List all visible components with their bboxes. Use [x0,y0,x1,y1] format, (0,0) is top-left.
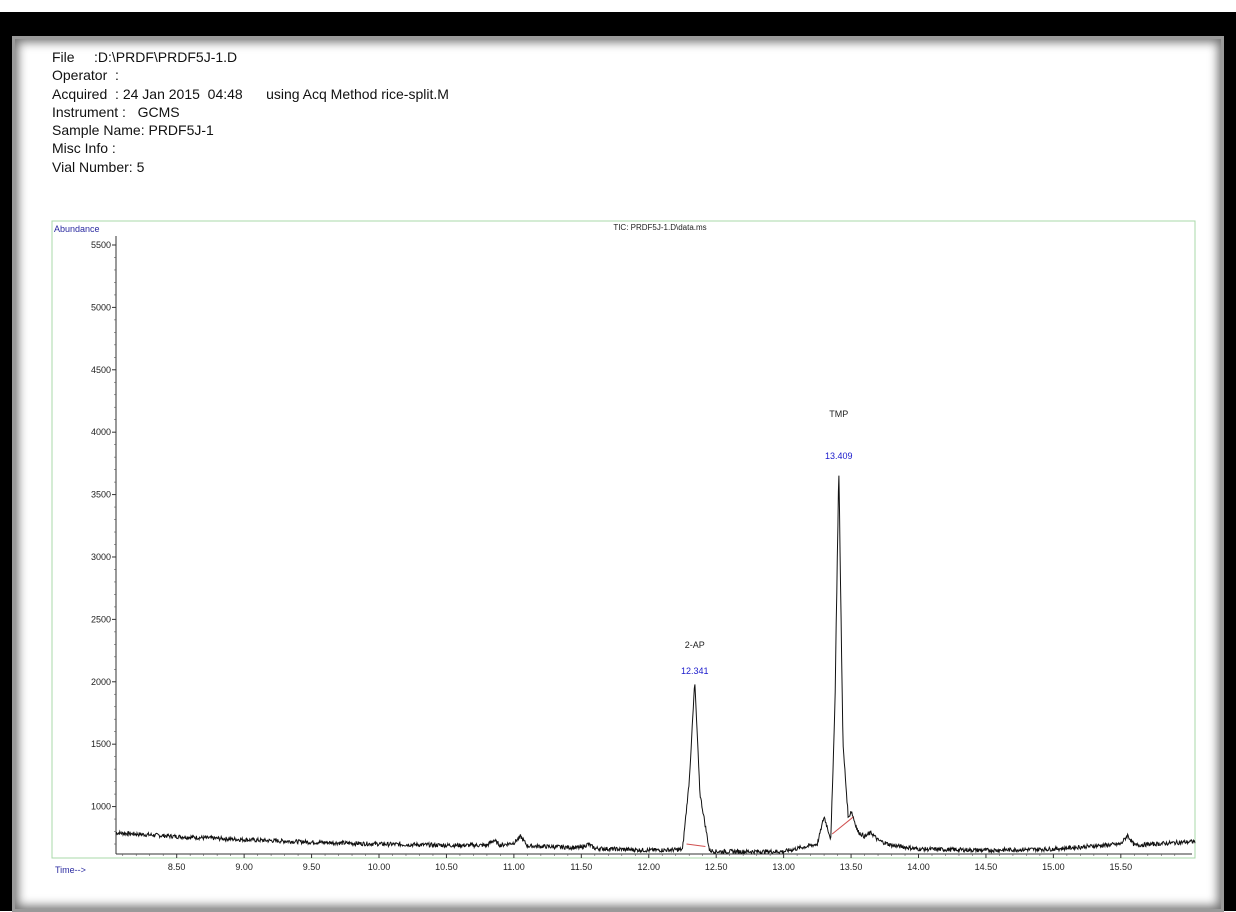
y-tick-label: 5500 [91,240,111,250]
peak-name-label: 2-AP [685,640,705,650]
report-frame [0,12,1236,912]
x-tick-label: 11.50 [570,862,592,872]
y-axis-title: Abundance [54,224,100,234]
peak-labels: 2-AP 12.341 TMP 13.409 [681,409,853,676]
baseline-2-ap [686,843,706,848]
y-tick-label: 2000 [91,677,111,687]
y-tick-label: 4000 [91,427,111,437]
file-value: :D:\PRDF\PRDF5J-1.D [94,49,238,65]
acquired-row: Acquired : 24 Jan 2015 04:48 using Acq M… [52,85,449,103]
x-axis-ticks: 8.50 9.00 9.50 10.00 10.50 11.00 11.50 12.00 12.… [122,854,1176,872]
x-tick-label: 12.00 [637,862,660,872]
x-tick-label: 14.50 [975,862,998,872]
file-label: File [52,49,75,65]
misc-info-label: Misc Info [52,140,109,157]
report-panel [12,36,1224,912]
x-tick-label: 13.50 [840,862,863,872]
vial-number-label: Vial Number: [52,158,133,175]
vial-number-row: Vial Number: 5 [52,158,449,176]
x-tick-label: 9.50 [303,862,321,872]
peak-retention-time: 13.409 [825,451,853,461]
operator-label: Operator [52,67,108,84]
operator-row: Operator : [52,66,449,84]
x-tick-label: 15.00 [1042,862,1065,872]
x-axis-title: Time--> [55,865,86,875]
baseline-tmp [831,816,855,835]
instrument-row: Instrument : GCMS [52,103,449,121]
plot-frame [51,220,1196,859]
sample-name-row: Sample Name: PRDF5J-1 [52,121,449,139]
acquired-value: : 24 Jan 2015 04:48 [115,85,243,102]
chart-title: TIC: PRDF5J-1.D\data.ms [613,223,706,232]
y-tick-label: 4500 [91,365,111,375]
x-tick-label: 12.50 [705,862,728,872]
y-tick-label: 1500 [91,739,111,749]
x-tick-label: 14.00 [907,862,930,872]
x-tick-label: 9.00 [235,862,253,872]
x-tick-label: 11.00 [503,862,525,872]
y-tick-label: 3500 [91,490,111,500]
y-tick-label: 2500 [91,614,111,624]
peak-name-label: TMP [829,409,848,419]
vial-number-value: 5 [136,158,145,175]
cropped-caption-strip [0,0,1236,14]
instrument-label: Instrument : [52,103,126,120]
acquired-label: Acquired [52,85,108,102]
x-tick-label: 8.50 [168,862,186,872]
sample-name-label: Sample Name: [52,122,145,139]
x-tick-label: 13.00 [772,862,795,872]
y-tick-label: 5000 [91,302,111,312]
acq-method: using Acq Method rice-split.M [266,85,449,102]
instrument-value: GCMS [137,103,180,120]
misc-info-row: Misc Info : [52,139,449,157]
misc-info-value: : [111,140,116,157]
x-tick-label: 10.50 [435,862,458,872]
y-axis-ticks: 1000 1500 2000 2500 3000 3500 4000 4500 5000 5500 [91,240,116,845]
y-tick-label: 3000 [91,552,111,562]
file-row: File :D:\PRDF\PRDF5J-1.D [52,48,449,66]
run-info-header: File :D:\PRDF\PRDF5J-1.D Operator : Acqu… [52,48,449,176]
x-tick-label: 10.00 [368,862,391,872]
tic-trace [115,475,1196,856]
peak-baselines [686,816,855,848]
operator-value: : [115,67,119,84]
y-tick-label: 1000 [91,802,111,812]
sample-name-value: PRDF5J-1 [148,122,214,139]
x-tick-label: 15.50 [1110,862,1133,872]
peak-retention-time: 12.341 [681,666,709,676]
